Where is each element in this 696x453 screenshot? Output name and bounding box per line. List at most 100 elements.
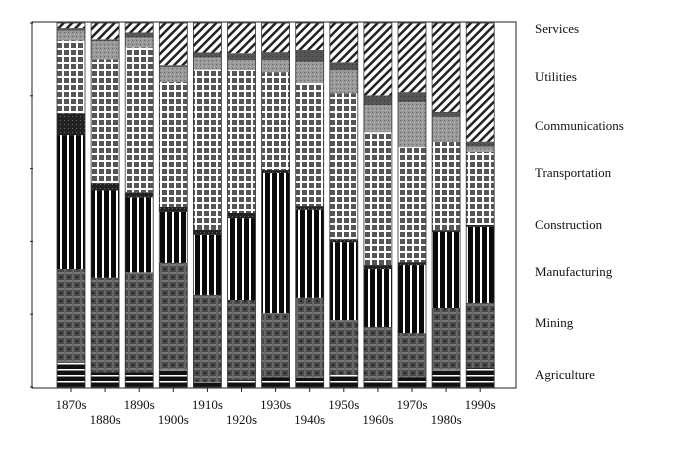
- bar-segment-manufacturing-1910s: [193, 234, 222, 295]
- bar-segment-services-1970s: [398, 23, 426, 93]
- legend-label-manufacturing: Manufacturing: [535, 264, 613, 279]
- bar-segment-agriculture-1940s: [295, 377, 324, 387]
- bar-segment-utilities-1910s: [193, 52, 222, 58]
- x-tick-label: 1950s: [328, 397, 359, 412]
- bar-segment-utilities-1930s: [261, 52, 290, 61]
- bar-segment-utilities-1940s: [295, 49, 324, 62]
- bar-segment-construction-1930s: [261, 170, 290, 173]
- bar-segment-mining-1930s: [261, 313, 290, 378]
- bar-segment-transportation-1870s: [57, 40, 85, 114]
- bar-segment-mining-1970s: [398, 333, 426, 378]
- bar-segment-transportation-1940s: [295, 83, 324, 207]
- bar-segment-manufacturing-1890s: [125, 197, 154, 273]
- bar-segment-communications-1960s: [363, 105, 392, 133]
- x-tick-label: 1900s: [158, 412, 189, 427]
- bar-segment-construction-1950s: [329, 239, 358, 243]
- x-tick-label: 1880s: [90, 412, 121, 427]
- bar-segment-utilities-1950s: [329, 62, 358, 71]
- bar-segment-transportation-1990s: [466, 151, 495, 226]
- bar-outline-1960s: [363, 22, 393, 388]
- bar-segment-agriculture-1880s: [91, 372, 120, 387]
- bar-segment-mining-1980s: [432, 308, 461, 370]
- plot-frame: [31, 21, 517, 389]
- bar-segment-communications-1900s: [159, 67, 188, 82]
- x-tick-label: 1960s: [362, 412, 393, 427]
- bar-segment-utilities-1880s: [91, 39, 120, 42]
- bar-segment-construction-1920s: [227, 213, 256, 219]
- bar-segment-transportation-1980s: [432, 142, 461, 231]
- bar-segment-mining-1910s: [193, 294, 222, 382]
- bar-segment-agriculture-1890s: [125, 372, 154, 387]
- bar-segment-construction-1970s: [398, 262, 426, 266]
- bar-segment-transportation-1960s: [363, 132, 392, 266]
- bar-segment-manufacturing-1920s: [227, 218, 256, 301]
- bar-segment-transportation-1970s: [398, 147, 426, 263]
- legend-label-agriculture: Agriculture: [535, 367, 595, 382]
- bar-segment-utilities-1970s: [398, 92, 426, 102]
- bar-segment-manufacturing-1970s: [398, 265, 426, 334]
- bar-segment-agriculture-1950s: [329, 374, 358, 387]
- bar-segment-communications-1990s: [466, 146, 495, 152]
- bar-segment-communications-1980s: [432, 116, 461, 143]
- bar-segment-services-1950s: [329, 23, 358, 63]
- bar-segment-services-1990s: [466, 23, 495, 142]
- bar-segment-communications-1930s: [261, 60, 290, 73]
- bar-segment-mining-1940s: [295, 297, 324, 378]
- bar-segment-utilities-1990s: [466, 141, 495, 147]
- bar-segment-agriculture-1980s: [432, 369, 461, 387]
- legend-label-mining: Mining: [535, 315, 574, 330]
- bar-segment-agriculture-1990s: [466, 368, 495, 387]
- bar-segment-communications-1940s: [295, 61, 324, 84]
- bar-segment-communications-1910s: [193, 57, 222, 70]
- bar-segment-transportation-1890s: [125, 47, 154, 193]
- bar-segment-services-1890s: [125, 23, 154, 33]
- bar-segment-manufacturing-1930s: [261, 172, 290, 314]
- x-tick-label: 1890s: [124, 397, 155, 412]
- bar-segment-mining-1900s: [159, 262, 188, 370]
- bar-segment-agriculture-1960s: [363, 380, 392, 387]
- bar-outline-1870s: [56, 22, 86, 388]
- bar-segment-services-1930s: [261, 23, 290, 53]
- bar-segment-construction-1980s: [432, 230, 461, 232]
- bar-segment-services-1880s: [91, 23, 120, 40]
- x-tick-label: 1940s: [294, 412, 325, 427]
- bar-segment-mining-1960s: [363, 326, 392, 381]
- bar-segment-agriculture-1920s: [227, 380, 256, 387]
- bar-outline-1940s: [295, 22, 325, 388]
- bar-segment-services-1980s: [432, 23, 461, 112]
- bar-segment-manufacturing-1990s: [466, 226, 495, 303]
- bar-segment-communications-1870s: [57, 30, 85, 41]
- bar-outline-1980s: [431, 22, 461, 388]
- bar-segment-agriculture-1930s: [261, 377, 290, 387]
- legend-label-communications: Communications: [535, 118, 624, 133]
- bar-outline-1900s: [158, 22, 188, 388]
- bar-segment-services-1920s: [227, 23, 256, 54]
- bar-outline-1880s: [90, 22, 120, 388]
- bar-segment-agriculture-1970s: [398, 377, 426, 387]
- bar-segment-transportation-1900s: [159, 81, 188, 207]
- legend-label-services: Services: [535, 21, 580, 36]
- bar-segment-utilities-1920s: [227, 53, 256, 61]
- bar-segment-utilities-1870s: [57, 28, 85, 31]
- bar-segment-communications-1890s: [125, 37, 154, 48]
- bar-segment-transportation-1880s: [91, 59, 120, 184]
- bar-segment-construction-1900s: [159, 206, 188, 212]
- bar-outline-1890s: [124, 22, 154, 388]
- x-tick-label: 1980s: [431, 412, 462, 427]
- bar-outline-1910s: [192, 22, 222, 388]
- bar-segment-services-1940s: [295, 23, 324, 50]
- bar-segment-transportation-1910s: [193, 69, 222, 230]
- bar-segment-manufacturing-1870s: [57, 135, 85, 270]
- bar-segment-manufacturing-1900s: [159, 211, 188, 263]
- bar-segment-utilities-1900s: [159, 65, 188, 68]
- bar-segment-construction-1870s: [57, 113, 85, 136]
- bar-segment-communications-1970s: [398, 101, 426, 148]
- legend-label-utilities: Utilities: [535, 69, 577, 84]
- bar-segment-construction-1890s: [125, 192, 154, 198]
- x-tick-label: 1910s: [192, 397, 223, 412]
- bar-segment-utilities-1960s: [363, 95, 392, 106]
- bar-segment-transportation-1920s: [227, 69, 256, 214]
- bar-segment-agriculture-1910s: [193, 381, 222, 387]
- legend-label-transportation: Transportation: [535, 165, 612, 180]
- bar-segment-transportation-1950s: [329, 93, 358, 240]
